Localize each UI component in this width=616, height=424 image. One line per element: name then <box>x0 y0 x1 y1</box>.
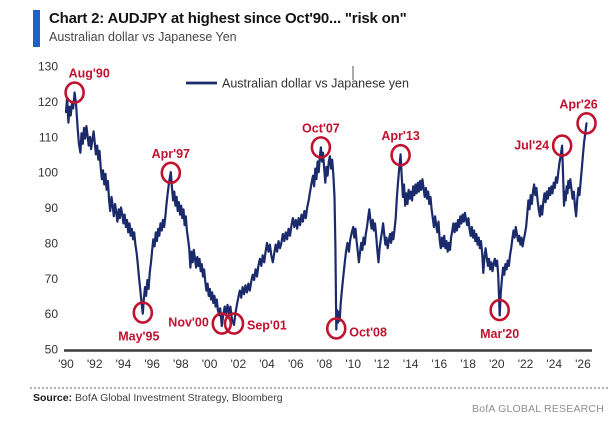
x-axis-tick-label: '08 <box>317 357 333 371</box>
source-note: Source: BofA Global Investment Strategy,… <box>33 392 283 404</box>
x-axis-tick-label: '20 <box>489 357 505 371</box>
y-axis-tick-label: 80 <box>45 236 59 250</box>
annotation-label: Nov'00 <box>168 316 209 330</box>
x-axis-tick-label: '98 <box>173 357 189 371</box>
title-block: Chart 2: AUDJPY at highest since Oct'90.… <box>33 10 407 47</box>
annotation-label: Oct'07 <box>302 121 340 135</box>
annotation-circle <box>325 317 347 340</box>
footer-separator-dotted-line <box>30 387 608 389</box>
legend-label: Australian dollar vs Japanese yen <box>222 77 409 91</box>
source-label: Source: <box>33 392 73 404</box>
x-axis-tick-label: '26 <box>575 357 591 371</box>
y-axis-tick-label: 100 <box>38 166 58 180</box>
y-axis-tick-label: 120 <box>38 95 58 109</box>
x-axis-tick-label: '96 <box>144 357 160 371</box>
annotation-circle <box>223 312 245 335</box>
y-axis-tick-label: 90 <box>45 201 59 215</box>
x-axis-tick-label: '06 <box>288 357 304 371</box>
annotation-circle <box>390 143 411 167</box>
y-axis-tick-label: 60 <box>45 307 59 321</box>
y-axis-tick-label: 130 <box>38 60 58 74</box>
annotation-label: Oct'08 <box>349 325 387 339</box>
x-axis-tick-label: '94 <box>116 357 132 371</box>
annotation-label: May'95 <box>118 330 159 344</box>
x-axis-tick-label: '92 <box>87 357 103 371</box>
x-axis-tick-label: '24 <box>546 357 562 371</box>
audjpy-line-chart: 130 120 110 100 90 80 70 60 50'90 '92 '94 '96 '98 '00… <box>38 60 598 372</box>
annotation-circle <box>576 112 597 135</box>
x-axis-tick-label: '02 <box>230 357 246 371</box>
annotation-label: Apr'26 <box>559 97 597 111</box>
x-axis-tick-label: '14 <box>403 357 419 371</box>
audjpy-series-line <box>64 91 588 331</box>
annotation-label: Apr'13 <box>381 129 419 143</box>
annotation-circle <box>551 134 573 157</box>
source-text: BofA Global Investment Strategy, Bloombe… <box>72 392 283 404</box>
brand-mark: BofA GLOBAL RESEARCH <box>472 403 604 415</box>
annotation-circle <box>489 298 510 322</box>
annotation-label: Mar'20 <box>480 327 519 341</box>
annotation-circle <box>211 312 233 335</box>
x-axis-tick-label: '10 <box>345 357 361 371</box>
annotation-label: Sep'01 <box>247 319 287 333</box>
x-axis-tick-label: '00 <box>202 357 218 371</box>
title-accent-bar <box>33 10 40 47</box>
annotation-label: Jul'24 <box>514 139 549 153</box>
x-axis-tick-label: '22 <box>518 357 534 371</box>
chart-title: Chart 2: AUDJPY at highest since Oct'90.… <box>49 10 407 27</box>
x-axis-tick-label: '16 <box>432 357 448 371</box>
chart-subtitle: Australian dollar vs Japanese Yen <box>49 29 237 44</box>
y-axis-tick-label: 70 <box>45 272 59 286</box>
annotation-circle <box>310 136 332 159</box>
x-axis-tick-label: '04 <box>259 357 275 371</box>
annotation-circle <box>64 81 85 104</box>
x-axis-tick-label: '12 <box>374 357 390 371</box>
x-axis-tick-label: '90 <box>58 357 74 371</box>
y-axis-tick-label: 50 <box>45 343 59 357</box>
title-text-group: Chart 2: AUDJPY at highest since Oct'90.… <box>49 10 407 47</box>
annotation-label: Apr'97 <box>152 147 190 161</box>
annotation-label: Aug'90 <box>69 67 110 81</box>
y-axis-tick-label: 110 <box>39 130 58 144</box>
x-axis-tick-label: '18 <box>460 357 476 371</box>
annotation-circle <box>160 161 182 185</box>
annotation-circle <box>132 301 154 324</box>
